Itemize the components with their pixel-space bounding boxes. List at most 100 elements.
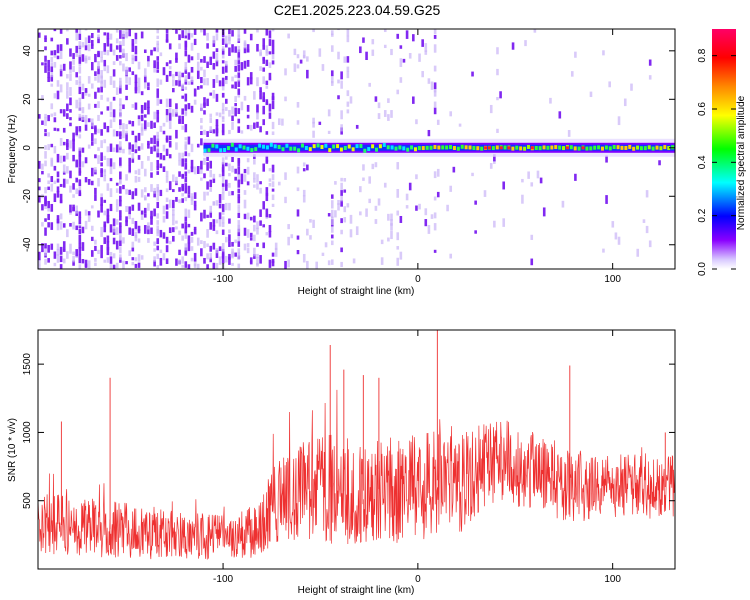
spectrogram-cell — [433, 212, 437, 219]
spectrogram-cell — [59, 183, 63, 187]
spectrogram-cell — [200, 138, 203, 146]
spectrogram-cell — [271, 100, 275, 110]
spectrogram-cell — [97, 34, 100, 39]
spectrogram-cell — [72, 143, 75, 152]
spectrogram-cell — [271, 92, 275, 101]
spectrogram-cell — [259, 209, 262, 217]
spectrogram-cell — [315, 261, 318, 269]
spectrogram-cell — [115, 204, 119, 212]
spectrogram-cell — [56, 254, 60, 263]
spectrogram-cell — [50, 222, 54, 230]
spectrogram-cell — [334, 210, 337, 218]
spectrogram-cell — [225, 43, 228, 48]
spectrogram-cell — [168, 98, 172, 108]
spectrogram-cell — [206, 78, 209, 86]
spectrogram-cell — [131, 71, 135, 76]
spectrogram-cell — [330, 209, 334, 218]
spectrogram-cell — [156, 194, 160, 201]
spectrogram-cell — [94, 138, 97, 145]
spectrogram-cell — [359, 186, 362, 193]
spectrogram-cell — [112, 147, 116, 152]
spectrogram-cell — [165, 197, 169, 203]
spectrogram-cell — [90, 236, 94, 242]
spectrogram-cell — [156, 166, 160, 171]
spectrogram-cell — [78, 41, 82, 49]
spectrogram-cell — [330, 216, 334, 226]
spectrogram-cell — [396, 162, 400, 170]
spectrogram-cell — [122, 104, 125, 110]
spectrogram-cell — [119, 84, 122, 94]
snr-x-axis-label: Height of straight line (km) — [298, 585, 415, 596]
spectrogram-cell — [215, 248, 219, 254]
spectrogram-cell — [561, 200, 565, 208]
spectrogram-cell — [100, 233, 103, 237]
spectrogram-cell — [246, 181, 250, 186]
spectrogram-cell — [259, 220, 262, 226]
spectrogram-cell — [218, 256, 222, 265]
spectrogram-cell — [165, 33, 169, 43]
spectrogram-cell — [206, 191, 209, 196]
spectrogram-cell — [159, 152, 163, 160]
spectrogram-cell — [47, 71, 50, 79]
spectrogram-cell — [340, 229, 343, 235]
band-core — [546, 145, 550, 150]
spectrogram-cell — [156, 145, 160, 153]
spectrogram-cell — [159, 257, 163, 266]
spectrogram-cell — [218, 246, 222, 252]
spectrogram-cell — [72, 194, 75, 198]
spectrogram-cell — [156, 253, 160, 260]
spectrogram-cell — [221, 175, 225, 184]
spectrogram-cell — [56, 55, 60, 60]
spectrogram-cell — [271, 53, 275, 60]
spectrogram-cell — [137, 115, 141, 120]
spectrogram-cell — [90, 141, 94, 146]
spectrogram-cell — [237, 80, 241, 87]
spectrogram-cell — [383, 29, 387, 33]
spectrogram-cell — [184, 221, 188, 229]
spectrogram-cell — [249, 237, 253, 241]
spectrogram-cell — [100, 94, 103, 100]
spectrogram-cell — [75, 99, 79, 109]
spectrogram-cell — [165, 109, 169, 116]
spectrogram-cell — [253, 254, 256, 259]
spectrogram-cell — [125, 216, 128, 223]
spectrogram-cell — [449, 253, 453, 259]
spectrogram-cell — [103, 59, 107, 67]
spectrogram-cell — [143, 81, 147, 89]
spectrogram-cell — [256, 121, 259, 128]
spectrogram-cell — [533, 29, 537, 33]
spectrogram-cell — [184, 68, 188, 74]
spectrogram-cell — [115, 45, 119, 50]
spectrogram-cell — [187, 223, 191, 228]
spectrogram-cell — [131, 157, 135, 163]
spectrogram-cell — [243, 174, 247, 182]
band-core — [659, 146, 663, 151]
spectrogram-cell — [309, 235, 312, 240]
spectrogram-cell — [119, 225, 122, 234]
spectrogram-cell — [66, 139, 69, 148]
spectrogram-cell — [262, 105, 266, 115]
spectrogram-cell — [78, 75, 82, 84]
spectrogram-cell — [424, 43, 428, 52]
spectrogram-cell — [165, 211, 169, 219]
spectrogram-cell — [156, 40, 160, 46]
spectrogram-cell — [421, 39, 424, 47]
spectrogram-cell — [259, 255, 262, 264]
spectrogram-cell — [94, 91, 97, 99]
spectrogram-cell — [168, 112, 172, 121]
spectrogram-cell — [103, 67, 107, 72]
spectrogram-cell — [131, 261, 135, 266]
spectrogram-cell — [346, 29, 350, 37]
spectrogram-cell — [44, 151, 47, 159]
band-peak — [484, 146, 488, 150]
spectrogram-cell — [97, 155, 100, 164]
spectrogram-cell — [81, 83, 85, 91]
band-core — [293, 146, 297, 151]
spectrogram-cell — [246, 59, 250, 67]
spectrogram-cell — [165, 74, 169, 82]
spectrogram-cell — [200, 177, 203, 181]
spectrogram-cell — [237, 157, 241, 164]
spectrogram-cell — [134, 45, 138, 55]
spectrogram-cell — [259, 90, 262, 100]
band-core — [449, 145, 453, 150]
